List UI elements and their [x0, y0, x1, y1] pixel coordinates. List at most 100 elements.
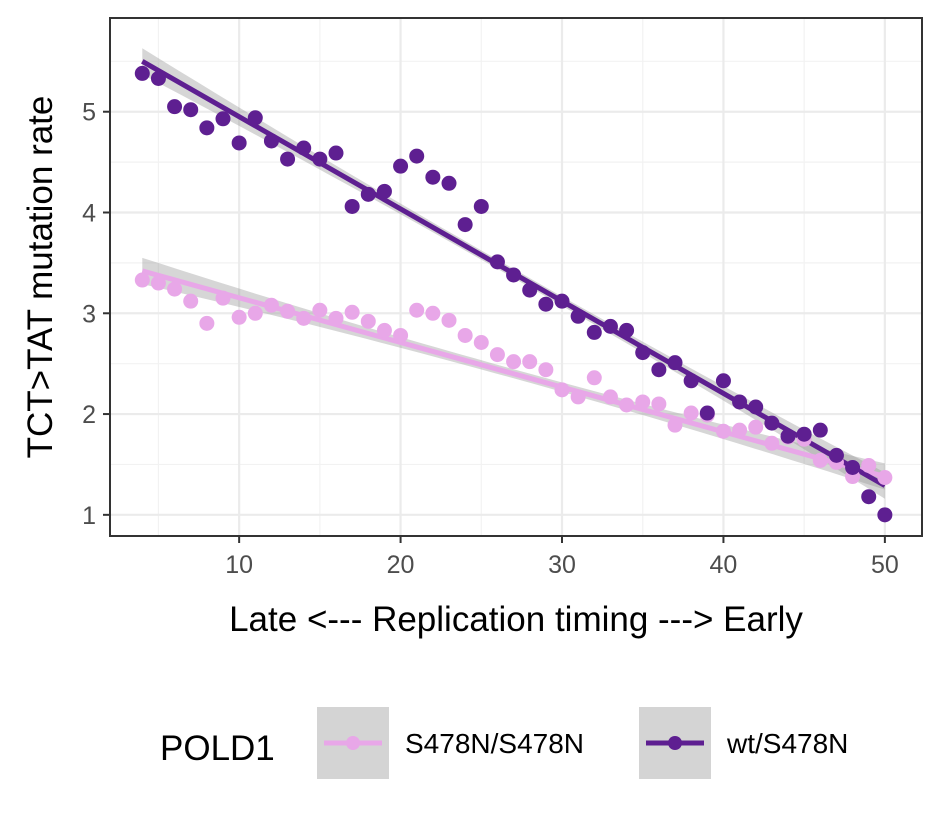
panel-border — [109, 17, 923, 537]
data-point — [780, 428, 796, 444]
legend-label: S478N/S478N — [405, 728, 584, 759]
data-point — [667, 417, 683, 433]
grid-minor — [110, 18, 922, 536]
data-point — [457, 217, 473, 233]
y-tick-label: 3 — [82, 300, 96, 328]
data-point — [732, 394, 748, 410]
data-point — [683, 373, 699, 389]
data-point — [522, 282, 538, 298]
data-point — [586, 324, 602, 340]
data-point — [360, 186, 376, 202]
x-tick-label: 10 — [225, 551, 253, 579]
data-point — [425, 305, 441, 321]
data-point — [263, 133, 279, 149]
data-points — [134, 65, 893, 523]
data-point — [602, 389, 618, 405]
legend-title: POLD1 — [160, 729, 275, 768]
data-point — [231, 135, 247, 151]
data-point — [280, 303, 296, 319]
data-point — [764, 435, 780, 451]
data-point — [344, 304, 360, 320]
data-point — [635, 345, 651, 361]
data-point — [199, 120, 215, 136]
data-point — [215, 290, 231, 306]
data-point — [812, 422, 828, 438]
data-point — [732, 422, 748, 438]
data-point — [280, 151, 296, 167]
data-point — [748, 419, 764, 435]
data-point — [247, 110, 263, 126]
data-point — [554, 382, 570, 398]
data-point — [619, 322, 635, 338]
data-point — [683, 405, 699, 421]
data-point — [360, 313, 376, 329]
data-point — [457, 327, 473, 343]
data-point — [441, 312, 457, 328]
legend-item-s478n-s478n: S478N/S478N — [317, 707, 584, 779]
data-point — [619, 397, 635, 413]
data-point — [376, 322, 392, 338]
data-point — [667, 355, 683, 371]
legend-key-point — [668, 736, 682, 750]
data-point — [263, 297, 279, 313]
data-point — [570, 308, 586, 324]
data-point — [296, 140, 312, 156]
data-point — [812, 452, 828, 468]
data-point — [473, 335, 489, 351]
y-tick-label: 2 — [82, 401, 96, 429]
data-point — [183, 102, 199, 118]
data-point — [199, 315, 215, 331]
data-point — [635, 394, 651, 410]
legend-key-point — [346, 736, 360, 750]
y-axis-ticks: 1 2 3 4 5 — [82, 99, 110, 530]
data-point — [538, 296, 554, 312]
data-point — [699, 405, 715, 421]
data-point — [231, 309, 247, 325]
data-point — [183, 293, 199, 309]
data-point — [376, 183, 392, 199]
legend: POLD1 S478N/S478N wt/S478N — [160, 707, 848, 779]
data-point — [522, 354, 538, 370]
data-point — [312, 151, 328, 167]
data-point — [393, 158, 409, 174]
y-tick-label: 1 — [82, 502, 96, 530]
data-point — [441, 175, 457, 191]
data-point — [344, 198, 360, 214]
data-point — [845, 459, 861, 475]
data-point — [312, 302, 328, 318]
data-point — [150, 70, 166, 86]
data-point — [861, 489, 877, 505]
data-point — [828, 447, 844, 463]
data-point — [409, 148, 425, 164]
data-point — [748, 399, 764, 415]
data-point — [651, 396, 667, 412]
y-tick-label: 4 — [82, 200, 96, 228]
data-point — [215, 111, 231, 127]
data-point — [489, 347, 505, 363]
data-point — [651, 362, 667, 378]
x-axis-title: Late <--- Replication timing ---> Early — [229, 600, 803, 639]
data-point — [877, 470, 893, 486]
data-point — [328, 145, 344, 161]
data-point — [393, 327, 409, 343]
data-point — [473, 198, 489, 214]
data-point — [489, 254, 505, 270]
y-axis-title: TCT>TAT mutation rate — [21, 96, 60, 459]
data-point — [425, 169, 441, 185]
data-point — [586, 370, 602, 386]
data-point — [167, 281, 183, 297]
x-tick-label: 30 — [548, 551, 576, 579]
data-point — [296, 310, 312, 326]
data-point — [134, 65, 150, 81]
data-point — [861, 457, 877, 473]
x-tick-label: 20 — [387, 551, 415, 579]
data-point — [328, 310, 344, 326]
data-point — [150, 275, 166, 291]
data-point — [167, 99, 183, 115]
data-point — [247, 305, 263, 321]
data-point — [134, 272, 150, 288]
data-point — [764, 415, 780, 431]
data-point — [877, 507, 893, 523]
data-point — [538, 362, 554, 378]
